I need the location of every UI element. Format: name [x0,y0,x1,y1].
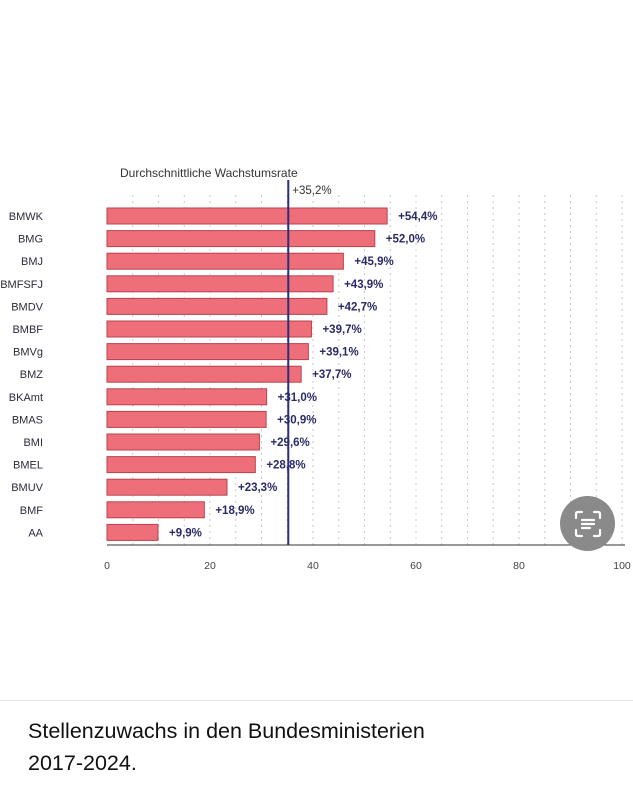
category-label: BMAS [12,414,43,426]
value-label: +42,7% [338,301,377,313]
category-label: BMZ [20,369,44,381]
x-tick-label: 100 [613,560,631,572]
category-label: BMF [20,505,44,517]
value-label: +39,7% [322,324,361,336]
average-line-title: Durchschnittliche Wachstumsrate [120,166,298,180]
value-label: +18,9% [215,505,254,517]
bar [106,343,309,361]
category-label: BMEL [13,460,43,472]
category-labels: BMWK BMG BMJ BMFSFJ BMDV BMBF BMVg BMZ BKAmt BMAS… [0,211,43,539]
bar [106,320,312,338]
category-label: BKAmt [9,392,43,404]
bar [106,388,268,406]
bar [106,297,328,315]
x-tick-label: 40 [307,560,319,572]
value-label: +43,9% [344,279,383,291]
bar [106,433,260,451]
x-tick-labels: 0 20 40 60 80 100 [104,560,631,572]
value-labels: +54,4% +52,0% +45,9% +43,9% +42,7% +39,7% +39,… [169,211,438,539]
value-label: +31,0% [278,392,317,404]
bar [106,275,334,293]
x-tick-label: 80 [513,560,525,572]
category-label: BMJ [21,256,43,268]
value-label: +28,8% [266,460,305,472]
x-tick-label: 20 [204,560,216,572]
category-label: BMBF [12,324,43,336]
value-label: +45,9% [354,256,393,268]
value-label: +52,0% [386,234,425,246]
bar [106,365,302,383]
caption-line-2: 2017-2024. [28,751,137,775]
bar [106,478,228,496]
x-tick-label: 60 [410,560,422,572]
category-label: BMDV [11,301,43,313]
category-label: BMG [18,234,43,246]
category-label: BMFSFJ [0,279,43,291]
x-tick-label: 0 [104,560,110,572]
category-label: BMI [23,437,43,449]
value-label: +23,3% [238,482,277,494]
category-label: AA [28,527,43,539]
value-label: +29,6% [270,437,309,449]
bar [106,523,159,541]
ocr-text-scan-button[interactable] [560,496,615,551]
average-reference: Durchschnittliche Wachstumsrate +35,2% [120,166,332,545]
bar [106,456,256,474]
bar [106,252,344,270]
bar [106,410,267,428]
divider [0,700,633,701]
category-label: BMUV [11,482,43,494]
average-line-value: +35,2% [292,185,331,197]
value-label: +54,4% [398,211,437,223]
category-label: BMWK [9,211,44,223]
value-label: +30,9% [277,414,316,426]
bar [106,207,388,225]
bar [106,230,376,248]
value-label: +37,7% [312,369,351,381]
post-caption: Stellenzuwachs in den Bundesministerien … [28,715,588,779]
bars [106,207,388,541]
bar [106,501,205,519]
caption-line-1: Stellenzuwachs in den Bundesministerien [28,719,425,743]
category-label: BMVg [13,347,43,359]
bar-chart: Durchschnittliche Wachstumsrate +35,2% +… [0,166,631,572]
text-scan-icon [574,510,601,537]
value-label: +9,9% [169,527,202,539]
value-label: +39,1% [319,347,358,359]
